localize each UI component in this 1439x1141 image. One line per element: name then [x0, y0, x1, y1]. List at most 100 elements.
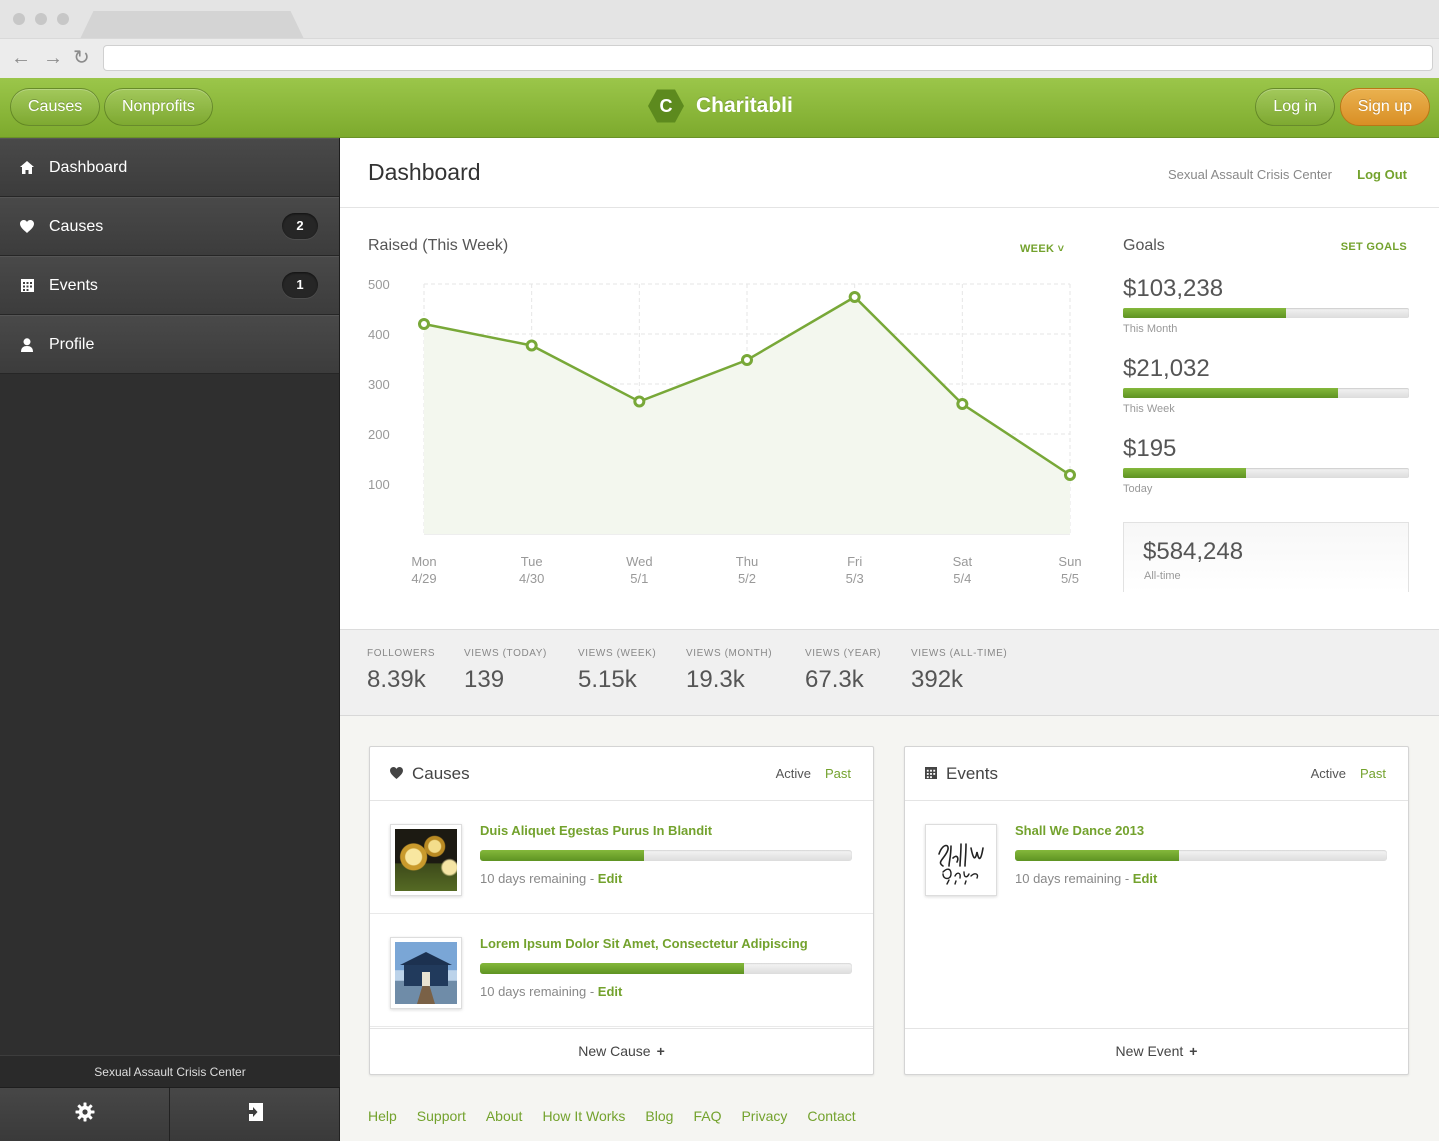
raised-line-chart: 500 400 300 200 100 Mon 4/29 Tue 4/30 Wed 5/1 Thu 5… — [368, 277, 1082, 586]
login-button[interactable]: Log in — [1255, 88, 1335, 126]
stat-value: 392k — [911, 666, 964, 693]
footer-link-how-it-works[interactable]: How It Works — [542, 1108, 626, 1124]
house-image — [395, 942, 457, 1004]
edit-link[interactable]: Edit — [1132, 871, 1158, 886]
footer-link-faq[interactable]: FAQ — [693, 1108, 722, 1124]
chart-point[interactable] — [848, 291, 861, 303]
page-title: Dashboard — [368, 159, 481, 185]
nav-causes-button[interactable]: Causes — [10, 88, 101, 126]
page-header: Dashboard Sexual Assault Crisis Center L… — [340, 138, 1439, 208]
sidebar-item-causes[interactable]: Causes 2 — [0, 197, 339, 256]
footer-link-privacy[interactable]: Privacy — [741, 1108, 788, 1124]
sidebar-item-profile[interactable]: Profile — [0, 315, 339, 374]
stats-bar: FOLLOWERS 8.39k VIEWS (TODAY) 139 VIEWS … — [340, 630, 1439, 716]
card-title: Events — [925, 764, 998, 784]
event-progress-fill — [1015, 850, 1179, 861]
stat-views-week: VIEWS (WEEK) 5.15k — [578, 648, 656, 694]
new-event-button[interactable]: New Event + — [905, 1028, 1408, 1074]
cause-progress-bar — [480, 963, 852, 974]
edit-link[interactable]: Edit — [597, 984, 623, 999]
cause-name-link[interactable]: Lorem Ipsum Dolor Sit Amet, Consectetur … — [480, 936, 808, 951]
chart-point[interactable] — [741, 354, 753, 366]
footer-link-blog[interactable]: Blog — [645, 1108, 674, 1124]
list-item: Duis Aliquet Egestas Purus In Blandit 10… — [370, 801, 873, 914]
goal-progress-bar — [1123, 388, 1409, 398]
set-goals-link[interactable]: SET GOALS — [1340, 241, 1407, 253]
stat-label: VIEWS (TODAY) — [464, 648, 547, 659]
cause-thumbnail[interactable] — [390, 824, 462, 896]
brand-logo[interactable]: C Charitabli — [648, 88, 793, 124]
footer-link-about[interactable]: About — [485, 1108, 523, 1124]
x-tick-date: 4/30 — [519, 571, 544, 586]
tab-past[interactable]: Past — [1359, 766, 1386, 781]
chart-point[interactable] — [418, 318, 430, 330]
minimize-window-icon[interactable] — [35, 13, 47, 25]
x-tick-day: Sun — [1058, 554, 1081, 569]
goal-progress-bar — [1123, 468, 1409, 478]
header-org-name: Sexual Assault Crisis Center — [1167, 167, 1332, 182]
chart-point[interactable] — [633, 395, 646, 408]
goal-progress-bar — [1123, 308, 1409, 318]
cause-thumbnail[interactable] — [390, 937, 462, 1009]
goals-title: Goals — [1123, 237, 1165, 254]
tab-past[interactable]: Past — [824, 766, 851, 781]
new-cause-button[interactable]: New Cause + — [370, 1028, 873, 1074]
stat-value: 19.3k — [686, 666, 745, 693]
sidebar-item-events[interactable]: Events 1 — [0, 256, 339, 315]
close-window-icon[interactable] — [13, 13, 25, 25]
event-thumbnail[interactable] — [925, 824, 997, 896]
y-tick-label: 300 — [368, 377, 390, 392]
signup-button[interactable]: Sign up — [1339, 88, 1430, 126]
sidebar-org-name: Sexual Assault Crisis Center — [0, 1055, 340, 1087]
edit-link[interactable]: Edit — [597, 871, 623, 886]
x-tick-day: Mon — [411, 554, 436, 569]
list-item: Shall We Dance 2013 10 days remaining - … — [905, 801, 1408, 914]
gear-icon — [75, 1102, 95, 1127]
reload-icon[interactable]: ↻ — [73, 47, 90, 69]
logout-link[interactable]: Log Out — [1357, 167, 1407, 182]
footer-link-help[interactable]: Help — [368, 1108, 397, 1124]
house-door — [422, 972, 430, 986]
chart-point[interactable] — [956, 398, 969, 410]
goal-progress-fill — [1123, 468, 1246, 478]
chart-area-fill — [424, 297, 1070, 534]
settings-button[interactable] — [0, 1088, 170, 1141]
nav-nonprofits-button[interactable]: Nonprofits — [104, 88, 213, 126]
footer-link-support[interactable]: Support — [416, 1108, 466, 1124]
days-remaining: 10 days remaining - — [1015, 871, 1133, 886]
tab-active[interactable]: Active — [1310, 766, 1346, 781]
browser-chrome: ← → ↻ — [0, 0, 1439, 78]
sidebar-item-label: Causes — [49, 217, 104, 235]
sign-out-button[interactable] — [170, 1088, 340, 1141]
address-bar[interactable] — [103, 45, 1433, 71]
goal-this-month: $103,238 This Month — [1123, 275, 1409, 335]
sidebar-item-label: Events — [49, 276, 98, 294]
period-dropdown[interactable]: WEEK ˅ — [1020, 243, 1064, 255]
y-tick-label: 400 — [368, 327, 390, 342]
event-name-link[interactable]: Shall We Dance 2013 — [1015, 823, 1145, 838]
chart-point[interactable] — [525, 339, 538, 352]
forward-arrow-icon[interactable]: → — [43, 47, 63, 69]
stat-label: VIEWS (MONTH) — [686, 648, 773, 659]
stat-views-today: VIEWS (TODAY) 139 — [464, 648, 547, 694]
events-count-badge: 1 — [282, 272, 318, 298]
x-tick-date: 4/29 — [411, 571, 436, 586]
footer-link-contact[interactable]: Contact — [807, 1108, 856, 1124]
window-controls — [13, 13, 69, 25]
event-script-image — [930, 829, 992, 891]
sidebar-item-dashboard[interactable]: Dashboard — [0, 138, 339, 197]
new-cause-label: New Cause — [578, 1043, 651, 1059]
list-item: Lorem Ipsum Dolor Sit Amet, Consectetur … — [370, 914, 873, 1027]
back-arrow-icon[interactable]: ← — [11, 47, 31, 69]
x-tick-date: 5/3 — [846, 571, 864, 586]
cause-name-link[interactable]: Duis Aliquet Egestas Purus In Blandit — [480, 823, 713, 838]
zoom-window-icon[interactable] — [57, 13, 69, 25]
browser-tab[interactable] — [80, 11, 304, 39]
plus-icon: + — [1189, 1043, 1198, 1059]
days-remaining: 10 days remaining - — [480, 871, 598, 886]
chart-point[interactable] — [1064, 469, 1076, 481]
sidebar-footer — [0, 1087, 340, 1141]
x-tick-day: Sat — [953, 554, 973, 569]
tab-active[interactable]: Active — [775, 766, 811, 781]
stat-views-alltime: VIEWS (ALL-TIME) 392k — [911, 648, 1007, 694]
